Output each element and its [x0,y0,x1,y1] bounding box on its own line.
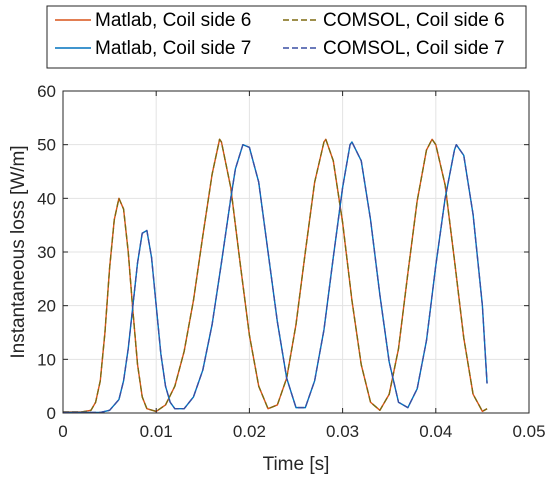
y-tick-label: 30 [37,243,56,262]
y-tick-label: 0 [47,404,56,423]
y-tick-label: 20 [37,297,56,316]
legend-label-1: Matlab, Coil side 6 [95,10,251,31]
ticks: 0 0.01 0.02 0.03 0.04 0.05 0 10 20 30 40 50 60 [37,82,545,441]
x-tick-label: 0 [58,422,67,441]
x-tick-label: 0.01 [140,422,173,441]
series-line-4 [63,141,488,414]
legend: Matlab, Coil side 6 COMSOL, Coil side 6 Ma… [46,5,527,69]
x-tick-label: 0.05 [512,422,545,441]
grid [62,90,530,414]
series-layer [63,138,488,414]
y-axis-label: Instantaneous loss [W/m] [8,145,29,358]
series-line-2 [63,138,488,413]
legend-label-2: COMSOL, Coil side 6 [323,10,505,31]
y-tick-label: 60 [37,82,56,101]
y-tick-label: 40 [37,189,56,208]
legend-label-3: Matlab, Coil side 7 [95,38,251,59]
legend-box [46,5,527,69]
y-tick-label: 50 [37,136,56,155]
x-tick-label: 0.04 [419,422,452,441]
x-axis-label: Time [s] [263,454,330,475]
legend-label-4: COMSOL, Coil side 7 [323,38,505,59]
x-tick-label: 0.02 [233,422,266,441]
y-tick-label: 10 [37,350,56,369]
x-tick-label: 0.03 [326,422,359,441]
